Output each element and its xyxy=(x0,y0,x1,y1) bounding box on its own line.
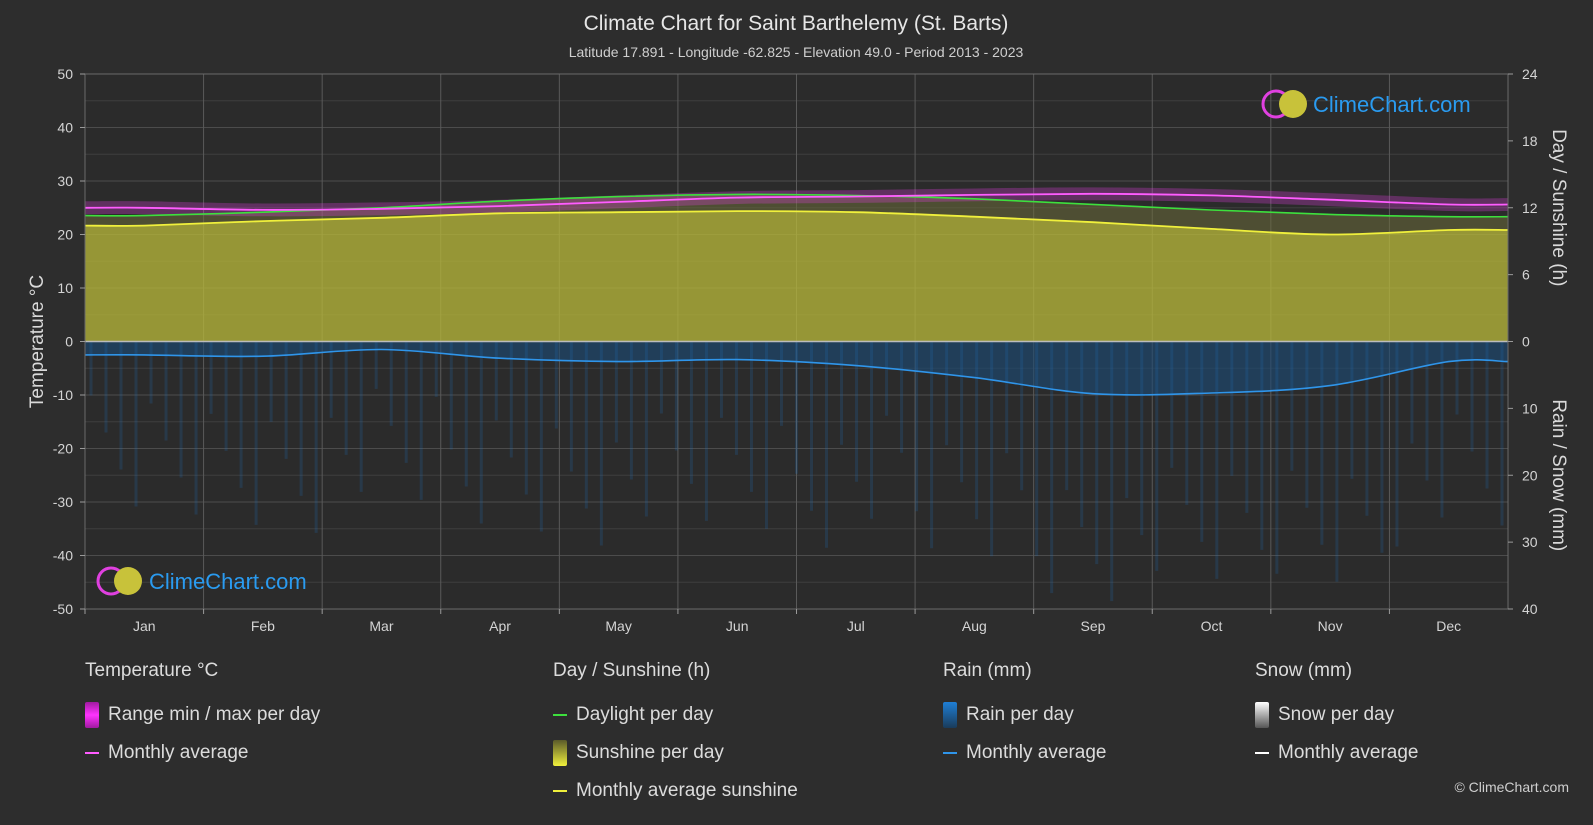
legend-heading: Temperature °C xyxy=(85,660,219,681)
line-swatch xyxy=(85,752,99,754)
y-left-tick-label: 30 xyxy=(57,173,73,189)
legend-label: Rain per day xyxy=(966,704,1074,725)
logo-sun-icon xyxy=(1279,90,1307,118)
watermark-bottom: ClimeChart.com xyxy=(96,566,307,596)
legend-item: Monthly average xyxy=(85,734,320,772)
rain-swatch xyxy=(943,702,957,728)
sunshine-swatch xyxy=(553,740,567,766)
y-right-top-tick-label: 18 xyxy=(1522,133,1538,149)
x-tick-label: Mar xyxy=(369,618,393,634)
line-swatch xyxy=(553,790,567,792)
legend-temperature: Temperature °C Range min / max per day M… xyxy=(85,660,320,772)
legend-item: Range min / max per day xyxy=(85,696,320,734)
legend-snow: Snow (mm) Snow per day Monthly average xyxy=(1255,660,1418,772)
y-left-tick-label: 40 xyxy=(57,120,73,136)
y-left-tick-label: -10 xyxy=(53,387,73,403)
legend-label: Daylight per day xyxy=(576,704,714,725)
x-tick-label: Dec xyxy=(1436,618,1461,634)
x-tick-label: Jun xyxy=(726,618,749,634)
y-right-top-tick-label: 0 xyxy=(1522,334,1530,350)
line-swatch xyxy=(1255,752,1269,754)
y-right-bottom-tick-label: 20 xyxy=(1522,467,1538,483)
y-left-tick-label: -40 xyxy=(53,548,73,564)
x-tick-label: Jan xyxy=(133,618,156,634)
x-tick-label: Nov xyxy=(1318,618,1343,634)
line-swatch xyxy=(553,714,567,716)
legend-item: Sunshine per day xyxy=(553,734,798,772)
legend-item: Snow per day xyxy=(1255,696,1418,734)
chart-title: Climate Chart for Saint Barthelemy (St. … xyxy=(584,12,1009,35)
legend-item: Rain per day xyxy=(943,696,1106,734)
y-right-bottom-tick-label: 10 xyxy=(1522,400,1538,416)
x-tick-label: Jul xyxy=(847,618,865,634)
legend-heading: Snow (mm) xyxy=(1255,660,1353,681)
y-right-top-tick-label: 6 xyxy=(1522,267,1530,283)
legend-item: Daylight per day xyxy=(553,696,798,734)
x-tick-label: Sep xyxy=(1080,618,1105,634)
legend-rain: Rain (mm) Rain per day Monthly average xyxy=(943,660,1106,772)
y-left-tick-label: 50 xyxy=(57,66,73,82)
rain-area xyxy=(85,341,1508,395)
legend-item: Monthly average sunshine xyxy=(553,772,798,810)
sunshine-average-line xyxy=(84,210,1509,236)
rain-average-line xyxy=(84,348,1509,396)
axes: 50 40 30 20 10 0 -10 -20 -30 -40 -50 24 18 12 6 0 10 20 30… xyxy=(27,66,1569,634)
range-swatch xyxy=(85,702,99,728)
legend-label: Range min / max per day xyxy=(108,704,321,725)
legend-label: Monthly average xyxy=(966,742,1107,763)
y-right-bottom-tick-label: 40 xyxy=(1522,601,1538,617)
sunshine-area xyxy=(85,211,1508,342)
legend-heading: Day / Sunshine (h) xyxy=(553,660,711,681)
x-tick-label: May xyxy=(605,618,631,634)
line-swatch xyxy=(943,752,957,754)
y-left-tick-label: -50 xyxy=(53,601,73,617)
legend-label: Monthly average xyxy=(1278,742,1419,763)
y-left-tick-label: 10 xyxy=(57,280,73,296)
y-right-top-axis-title: Day / Sunshine (h) xyxy=(1548,129,1569,286)
y-right-top-tick-label: 12 xyxy=(1522,200,1538,216)
daylight-band xyxy=(85,194,1508,235)
copyright: © ClimeChart.com xyxy=(1454,779,1569,795)
snow-swatch xyxy=(1255,702,1269,728)
x-tick-label: Aug xyxy=(962,618,987,634)
y-right-bottom-tick-label: 30 xyxy=(1522,534,1538,550)
y-left-tick-label: -30 xyxy=(53,494,73,510)
temperature-average-line xyxy=(84,192,1509,211)
y-left-tick-label: -20 xyxy=(53,441,73,457)
y-left-axis-title: Temperature °C xyxy=(27,275,48,408)
y-left-tick-label: 20 xyxy=(57,227,73,243)
legend-label: Snow per day xyxy=(1278,704,1395,725)
daylight-line xyxy=(84,193,1509,218)
legend-item: Monthly average xyxy=(943,734,1106,772)
watermark-text: ClimeChart.com xyxy=(1313,92,1471,117)
chart-subtitle: Latitude 17.891 - Longitude -62.825 - El… xyxy=(569,44,1024,60)
legend-item: Monthly average xyxy=(1255,734,1418,772)
watermark-top: ClimeChart.com xyxy=(1261,89,1471,119)
legend-label: Monthly average sunshine xyxy=(576,780,798,801)
legend-label: Monthly average xyxy=(108,742,249,763)
x-tick-label: Apr xyxy=(489,618,511,634)
x-tick-label: Oct xyxy=(1201,618,1223,634)
plot-area xyxy=(84,73,1509,610)
legend-sunshine: Day / Sunshine (h) Daylight per day Suns… xyxy=(553,660,798,810)
x-tick-label: Feb xyxy=(251,618,275,634)
y-left-tick-label: 0 xyxy=(65,334,73,350)
y-right-top-tick-label: 24 xyxy=(1522,66,1538,82)
legend-label: Sunshine per day xyxy=(576,742,724,763)
y-right-bottom-axis-title: Rain / Snow (mm) xyxy=(1548,399,1569,551)
watermark-text: ClimeChart.com xyxy=(149,569,307,594)
legend-heading: Rain (mm) xyxy=(943,660,1032,681)
logo-sun-icon xyxy=(114,567,142,595)
